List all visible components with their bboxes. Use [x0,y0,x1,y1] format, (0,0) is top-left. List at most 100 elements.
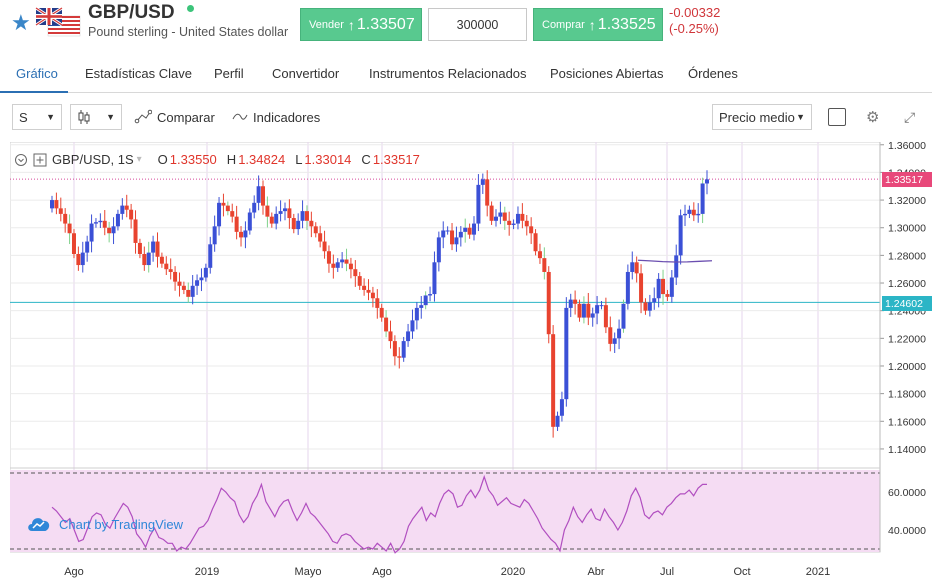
candle-body [357,276,362,286]
candle-body [120,205,125,214]
fullscreen-checkbox[interactable] [828,108,846,126]
candle-body [67,223,72,234]
candle-body [665,294,670,297]
candle-body [423,295,428,306]
candle-body [612,338,617,344]
candle-body [296,220,301,230]
compare-button[interactable]: Comparar [134,104,215,130]
expand-icon[interactable]: ⤢ [904,108,916,125]
candle-body [252,202,257,213]
candle-body [155,241,160,257]
chart-legend: GBP/USD, 1S ▾ O 1.33550 H 1.34824 L 1.33014… [14,152,420,167]
price-change: -0.00332 (-0.25%) [669,5,720,37]
candle-body [621,303,626,329]
candle-body [414,307,419,321]
candle-body [410,320,415,332]
plus-box-icon[interactable] [33,153,47,167]
candle-body [476,184,481,224]
candle-body [551,334,556,427]
tab-estadisticas-clave[interactable]: Estadísticas Clave [85,66,192,81]
price-chart[interactable]: Ago 2019 Mayo Ago 2020 Abr Jul Oct 2021 1.36000 1.… [10,142,932,583]
sell-button[interactable]: Vender ↑ 1.33507 [300,8,422,41]
star-icon[interactable]: ★ [11,10,31,35]
candle-body [85,241,90,253]
chevron-down-icon: ▼ [796,112,805,122]
candle-body [590,313,595,318]
legend-low-label: L [295,152,303,167]
candle-body [533,233,538,252]
sell-label: Vender [309,18,344,31]
legend-close-label: C [361,152,371,167]
candle-body [282,208,287,212]
candle-body [463,227,468,232]
candle-body [489,205,494,221]
candle-body [225,205,230,212]
tradingview-watermark[interactable]: Chart by TradingView [26,514,183,534]
candle-body [344,259,349,264]
tab-perfil[interactable]: Perfil [214,66,244,81]
candle-body [419,305,424,308]
candle-body [529,226,534,234]
candle-body [366,289,371,293]
buy-label: Comprar [542,18,585,31]
indicators-button[interactable]: Indicadores [232,104,320,130]
arrow-up-icon: ↑ [347,16,355,33]
candle-body [639,273,644,303]
horizontal-line-label: 1.24602 [882,296,932,311]
candle-body [436,237,441,263]
gear-icon[interactable]: ⚙ [866,109,880,126]
price-change-percent: (-0.25%) [669,21,719,36]
candle-body [370,292,375,299]
candle-body [515,213,520,224]
tab-grafico[interactable]: Gráfico [16,66,58,81]
candle-body [63,213,68,224]
legend-high-label: H [226,152,237,167]
candle-body [502,212,507,221]
candle-body [568,299,573,308]
chart-type-select[interactable]: ▼ [70,104,122,130]
time-axis-label: Oct [733,566,750,578]
candle-body [159,256,164,264]
tradingview-cloud-icon [28,518,50,531]
tab-posiciones-abiertas[interactable]: Posiciones Abiertas [550,66,664,81]
candle-body [450,230,455,245]
candles-icon [78,110,90,124]
candle-body [445,230,450,232]
buy-button[interactable]: Comprar ↑ 1.33525 [533,8,663,41]
candle-body [634,262,639,274]
candle-body [107,227,112,234]
candle-body [313,226,318,234]
collapse-icon[interactable] [14,153,28,167]
price-mode-select[interactable]: Precio medio ▼ [712,104,812,130]
candle-body [467,227,472,235]
tab-bar: Gráfico Estadísticas Clave Perfil Conver… [0,57,932,93]
candle-body [124,205,129,210]
candle-body [379,307,384,318]
tab-instrumentos-relacionados[interactable]: Instrumentos Relacionados [369,66,527,81]
candle-body [546,271,551,335]
candle-body [599,305,604,307]
candle-body [58,208,63,214]
tab-ordenes[interactable]: Órdenes [688,66,738,81]
candle-body [111,226,116,234]
candle-body [89,223,94,242]
candle-body [608,327,613,344]
quantity-input[interactable]: 300000 [428,8,527,41]
compare-label: Comparar [157,109,215,125]
chevron-down-icon: ▼ [46,112,55,122]
candle-body [595,305,600,314]
interval-select[interactable]: S ▼ [12,104,62,130]
price-axis-label: 1.18000 [888,389,926,401]
candle-body [555,415,560,427]
legend-open-label: O [157,152,168,167]
tab-convertidor[interactable]: Convertidor [272,66,340,81]
arrow-up-icon: ↑ [588,16,596,33]
candle-body [186,289,191,297]
candle-body [208,244,213,268]
candle-body [256,186,261,203]
candle-body [384,317,389,332]
legend-dropdown-icon[interactable]: ▾ [136,154,142,165]
candle-body [625,271,630,304]
rsi-pane [10,470,880,552]
candle-body [261,186,266,206]
